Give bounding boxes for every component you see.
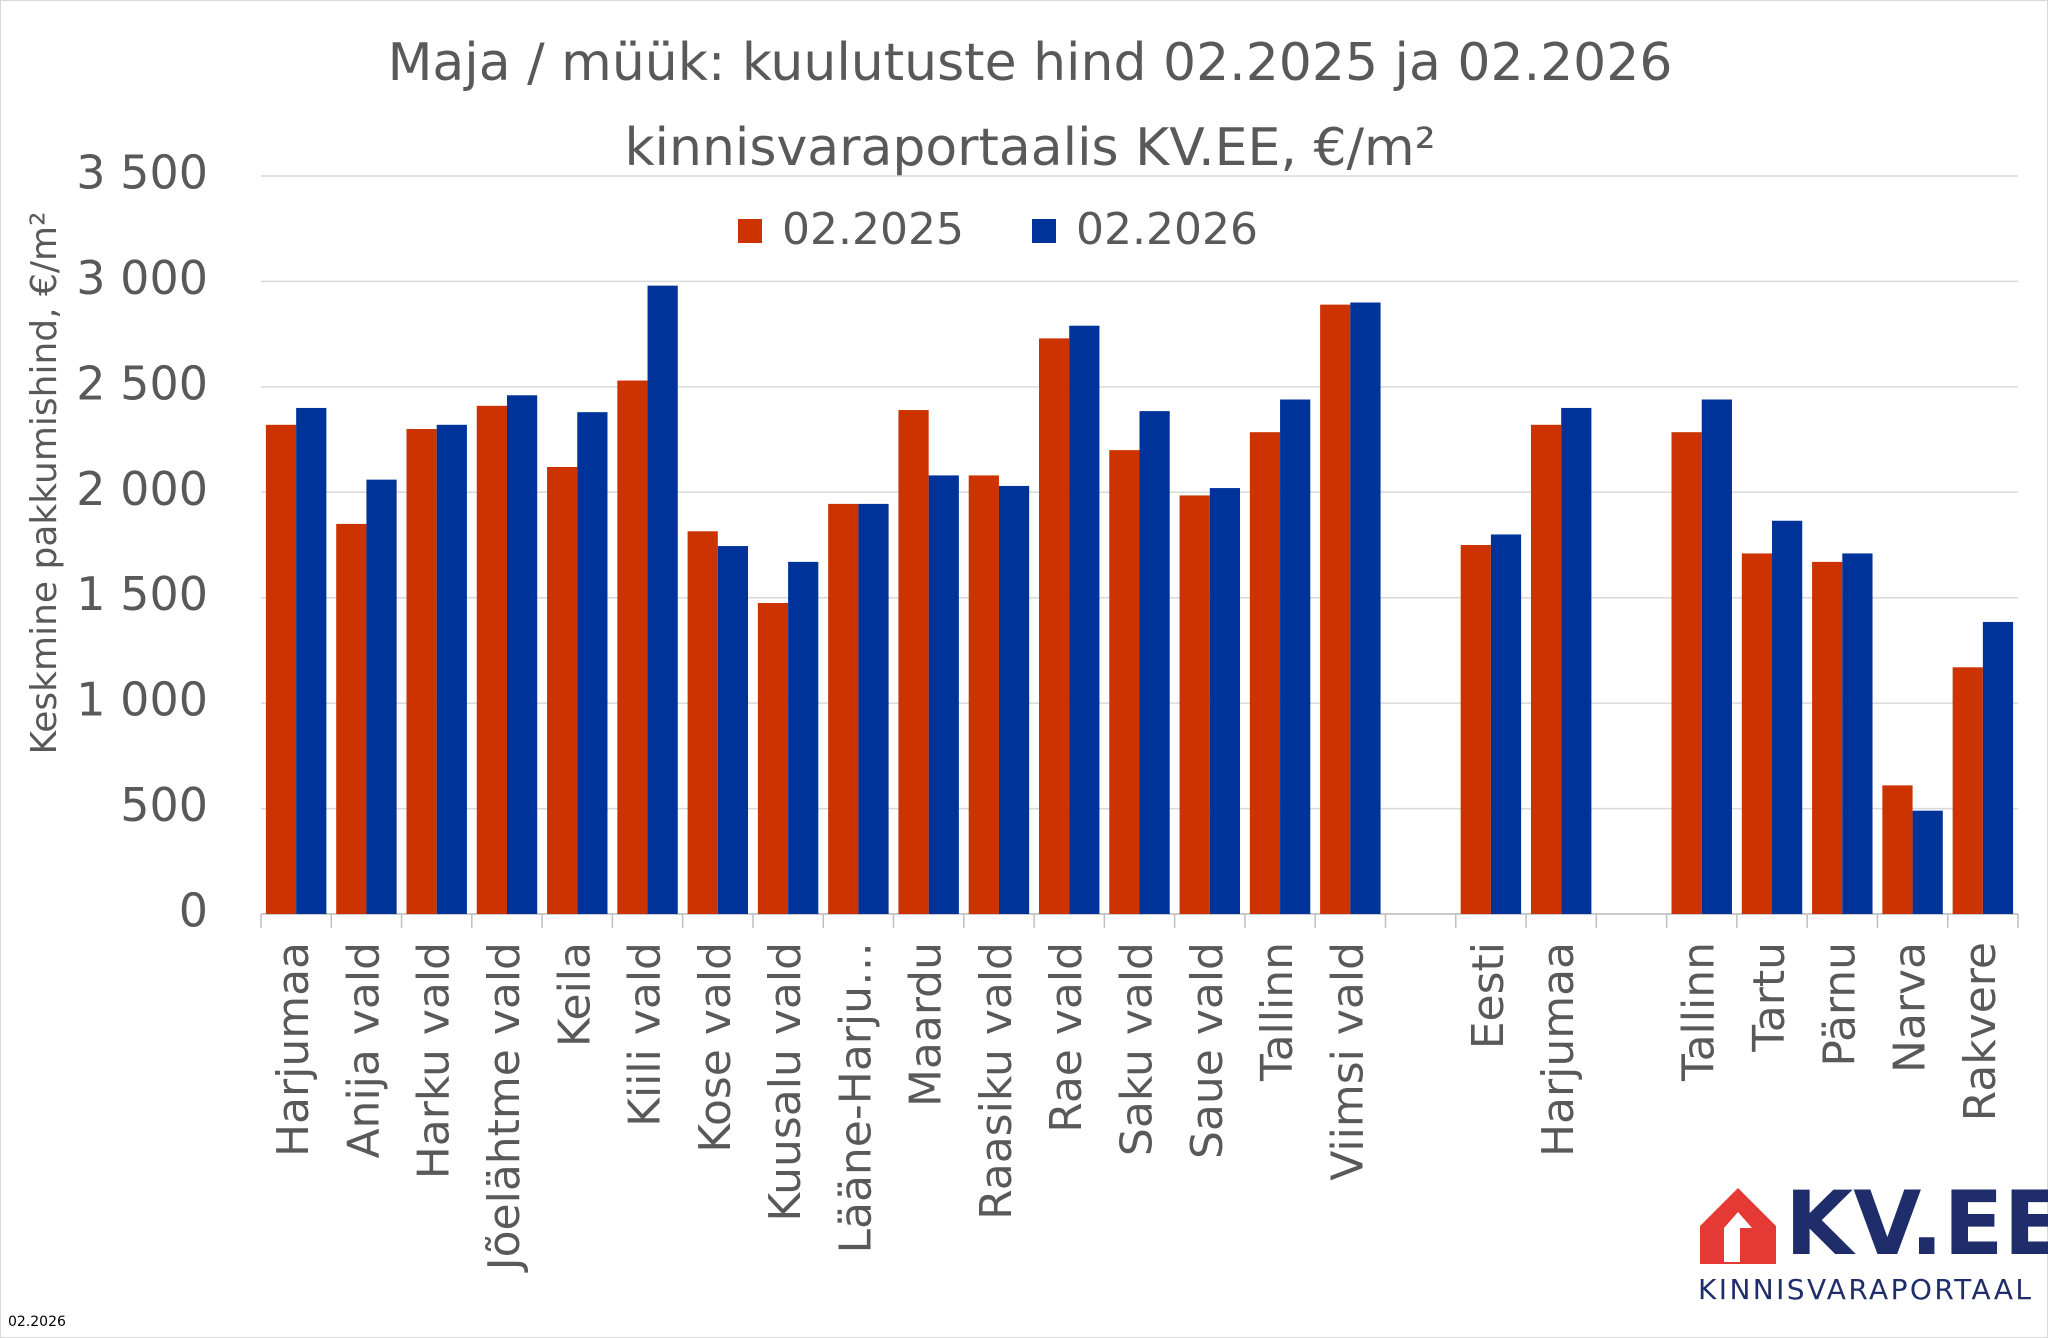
x-tick-label: Jõelähtme vald (479, 942, 530, 1273)
bar (858, 503, 889, 914)
y-tick-label: 1 000 (76, 673, 208, 727)
x-tick-label: Viimsi vald (1322, 942, 1373, 1181)
bar (366, 479, 397, 914)
bar (1460, 545, 1491, 914)
bar (436, 424, 467, 914)
bar (336, 523, 367, 914)
bar (265, 424, 297, 914)
bar (296, 407, 327, 914)
bar (1530, 424, 1562, 914)
x-tick-label: Anija vald (338, 942, 389, 1159)
bar (506, 395, 538, 914)
bar (1912, 810, 1943, 914)
x-tick-label: Maardu (901, 942, 952, 1107)
legend-label: 02.2025 (782, 204, 964, 255)
bar (577, 412, 608, 914)
bar (998, 485, 1030, 914)
bar (717, 546, 749, 914)
bar (1280, 399, 1311, 915)
bar (1561, 407, 1592, 914)
x-tick-label: Saue vald (1182, 942, 1233, 1159)
bar (406, 429, 437, 914)
x-tick-label: Eesti (1463, 942, 1514, 1049)
x-tick-label: Harjumaa (1533, 942, 1584, 1157)
logo-name: KV.EE (1785, 1172, 2048, 1275)
bar (1671, 432, 1702, 914)
bar (968, 475, 999, 914)
x-tick-label: Rakvere (1955, 942, 2006, 1121)
y-tick-label: 3 000 (76, 251, 208, 305)
y-tick-label: 500 (120, 778, 208, 832)
x-tick-label: Kuusalu vald (760, 942, 811, 1222)
logo-tagline: KINNISVARAPORTAAL (1698, 1273, 2031, 1306)
y-tick-label: 2 500 (76, 356, 208, 410)
bar (1882, 785, 1913, 914)
x-tick-label: Raasiku vald (971, 942, 1022, 1220)
bar (476, 405, 507, 914)
bar (788, 561, 819, 914)
bar (1320, 304, 1351, 914)
bar (1350, 302, 1381, 914)
x-tick-label: Saku vald (1112, 942, 1163, 1156)
logo-arrow (1724, 1212, 1752, 1262)
x-tick-label: Lääne-Harju… (830, 942, 881, 1254)
x-tick-label: Kose vald (690, 942, 741, 1153)
bar (1209, 488, 1241, 914)
legend-swatch (738, 219, 762, 243)
bar (687, 531, 718, 914)
x-tick-label: Pärnu (1814, 942, 1865, 1067)
x-tick-label: Tallinn (1252, 942, 1303, 1082)
bar (1038, 338, 1070, 914)
bar (1842, 553, 1873, 914)
x-tick-label: Keila (549, 942, 600, 1047)
legend-swatch (1032, 219, 1056, 243)
x-tick-label: Harjumaa (268, 942, 319, 1157)
y-tick-label: 1 500 (76, 567, 208, 621)
y-axis-label: Keskmine pakkumishind, €/m² (24, 211, 65, 754)
bar (1069, 325, 1100, 914)
x-tick-label: Narva (1885, 942, 1936, 1073)
bar (1701, 399, 1732, 915)
bar (757, 602, 789, 914)
y-tick-label: 3 500 (76, 146, 208, 200)
bar (547, 466, 578, 914)
bar (1109, 450, 1140, 914)
x-tick-label: Rae vald (1041, 942, 1092, 1133)
chart-title: kinnisvaraportaalis KV.EE, €/m² (624, 118, 1435, 178)
footnote: 02.2026 (8, 1314, 66, 1330)
bar (1139, 411, 1170, 914)
bar (1952, 667, 1983, 914)
x-tick-label: Tallinn (1674, 942, 1725, 1082)
bar (898, 410, 929, 914)
bar (1179, 495, 1210, 914)
bar (1490, 534, 1522, 914)
x-tick-label: Tartu (1744, 942, 1795, 1053)
x-tick-label: Harku vald (409, 942, 460, 1179)
bar (1772, 520, 1803, 914)
bar (1812, 561, 1843, 914)
bar (1249, 432, 1281, 914)
bar (828, 503, 859, 914)
y-tick-label: 2 000 (76, 462, 208, 516)
logo: KV.EE KINNISVARAPORTAAL (1698, 1172, 2048, 1306)
bar (1982, 621, 2014, 914)
bar (617, 380, 648, 914)
bar (1741, 553, 1773, 914)
chart-title: Maja / müük: kuulutuste hind 02.2025 ja … (388, 33, 1673, 93)
bar (647, 285, 678, 914)
bar (928, 475, 959, 914)
y-tick-label: 0 (179, 884, 208, 938)
x-tick-label: Kiili vald (620, 942, 671, 1127)
legend-label: 02.2026 (1076, 204, 1258, 255)
